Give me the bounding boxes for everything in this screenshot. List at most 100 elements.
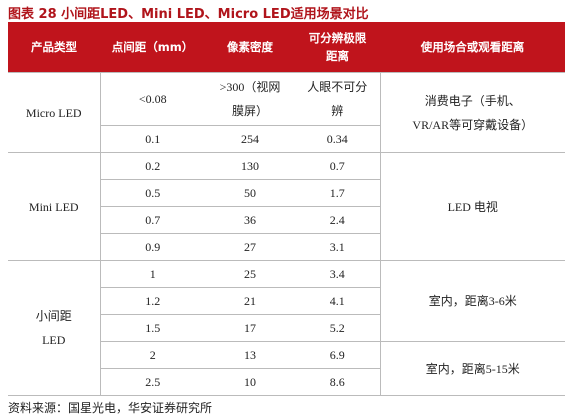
cell: 0.2 (100, 152, 205, 180)
row: 0.5 50 1.7 (8, 179, 565, 207)
header-cell: 产品类型 (8, 22, 100, 73)
cell: <0.08 (100, 72, 205, 126)
cell: 1.2 (100, 287, 205, 315)
cell-text: 3.4 (329, 267, 345, 281)
row: 小间距LED 1 25 3.4 室内，距离3-6米 (8, 260, 565, 396)
header-text: 像素密度 (227, 40, 273, 54)
cell: 5.2 (295, 314, 380, 342)
cell: 25 (205, 260, 295, 288)
usage: 室内，距离3-6米 (379, 260, 565, 342)
header-text: 可分辨极限距离 (308, 31, 367, 63)
row: 2.5 10 8.6 (8, 368, 565, 396)
cell-text: 0.1 (145, 132, 161, 146)
usage-text: LED 电视 (447, 199, 498, 214)
cell: 0.9 (100, 233, 205, 261)
cell-text: 27 (244, 240, 256, 254)
cell-text: 3.1 (329, 240, 345, 254)
cell: 1.7 (295, 179, 380, 207)
usage-text: 消费电子（手机、VR/AR等可穿戴设备） (412, 93, 534, 132)
cell: 0.7 (100, 206, 205, 234)
cell: 21 (205, 287, 295, 315)
cell-text: 10 (244, 375, 256, 389)
row: 0.9 27 3.1 (8, 233, 565, 261)
cell: 0.34 (295, 125, 380, 153)
header-text: 使用场合或观看距离 (420, 40, 525, 54)
cell: 3.1 (295, 233, 380, 261)
table: 产品类型 点间距（mm） 像素密度 可分辨极限距离 使用场合或观看距离 Micro LE… (8, 22, 565, 396)
cell: 36 (205, 206, 295, 234)
header-cell: 点间距（mm） (100, 22, 205, 73)
cell: 人眼不可分辨 (295, 72, 380, 126)
cell-text: >300（视网膜屏） (219, 80, 281, 118)
header-cell: 像素密度 (205, 22, 295, 73)
cell: 13 (205, 341, 295, 369)
cell-text: 13 (244, 348, 256, 362)
cell: 0.5 (100, 179, 205, 207)
cell-text: <0.08 (138, 92, 167, 106)
cell-text: 4.1 (329, 294, 345, 308)
cell: 1.5 (100, 314, 205, 342)
cell-text: 5.2 (329, 321, 345, 335)
cell-text: 2.4 (329, 213, 345, 227)
row: Micro LED <0.08 >300（视网膜屏） 人眼不可分辨 消费电子（手机、VR… (8, 72, 565, 153)
usage: 消费电子（手机、VR/AR等可穿戴设备） (379, 72, 565, 153)
row: 2 13 6.9 室内，距离5-15米 (8, 341, 565, 396)
cell-text: 0.34 (326, 132, 348, 146)
group-name: Micro LED (8, 72, 101, 153)
cell: 4.1 (295, 287, 380, 315)
row: 0.1 254 0.34 (8, 125, 565, 153)
cell: 27 (205, 233, 295, 261)
row: 0.7 36 2.4 (8, 206, 565, 234)
cell-text: 0.7 (329, 159, 345, 173)
cell-text: 人眼不可分辨 (307, 80, 368, 118)
cell-text: 36 (244, 213, 256, 227)
cell: 2 (100, 341, 205, 369)
cell-text: 6.9 (329, 348, 345, 362)
header-text: 点间距（mm） (111, 40, 194, 54)
cell: 1 (100, 260, 205, 288)
row: Mini LED 0.2 130 0.7 LED 电视 (8, 152, 565, 261)
cell: 3.4 (295, 260, 380, 288)
cell-text: 2 (149, 348, 156, 362)
header-row: 产品类型 点间距（mm） 像素密度 可分辨极限距离 使用场合或观看距离 (8, 22, 565, 73)
cell-text: 254 (241, 132, 259, 146)
cell-text: 50 (244, 186, 256, 200)
group-name: 小间距LED (8, 260, 101, 396)
cell: 254 (205, 125, 295, 153)
cell-text: 1.7 (329, 186, 345, 200)
source: 资料来源：国星光电，华安证券研究所 (8, 401, 213, 415)
header-cell: 使用场合或观看距离 (380, 22, 565, 73)
cell: 10 (205, 368, 295, 396)
usage: 室内，距离5-15米 (379, 341, 565, 396)
title: 图表 28 小间距LED、Mini LED、Micro LED适用场景对比 (8, 7, 369, 22)
cell-text: 17 (244, 321, 256, 335)
cell-text: 0.5 (145, 186, 161, 200)
group-text: Mini LED (28, 199, 79, 214)
cell-text: 2.5 (145, 375, 161, 389)
group-text: 小间距LED (35, 309, 72, 347)
cell-text: 1 (149, 267, 156, 281)
cell-text: 1.5 (145, 321, 161, 335)
group-text: Micro LED (25, 105, 82, 120)
cell-text: 8.6 (329, 375, 345, 389)
cell: 6.9 (295, 341, 380, 369)
usage-text: 室内，距离3-6米 (428, 294, 517, 308)
cell: 8.6 (295, 368, 380, 396)
cell: 17 (205, 314, 295, 342)
cell: 2.5 (100, 368, 205, 396)
row: 1.2 21 4.1 (8, 287, 565, 315)
cell-text: 0.2 (145, 159, 161, 173)
cell: 2.4 (295, 206, 380, 234)
cell-text: 21 (244, 294, 256, 308)
header-cell: 可分辨极限距离 (295, 22, 380, 73)
cell-text: 0.9 (145, 240, 161, 254)
cell: 50 (205, 179, 295, 207)
cell-text: 0.7 (145, 213, 161, 227)
cell-text: 1.2 (145, 294, 161, 308)
header-text: 产品类型 (31, 40, 77, 54)
usage-text: 室内，距离5-15米 (425, 361, 520, 376)
cell-text: 130 (241, 159, 259, 173)
cell: >300（视网膜屏） (205, 72, 295, 126)
cell: 130 (205, 152, 295, 180)
usage: LED 电视 (379, 152, 565, 261)
